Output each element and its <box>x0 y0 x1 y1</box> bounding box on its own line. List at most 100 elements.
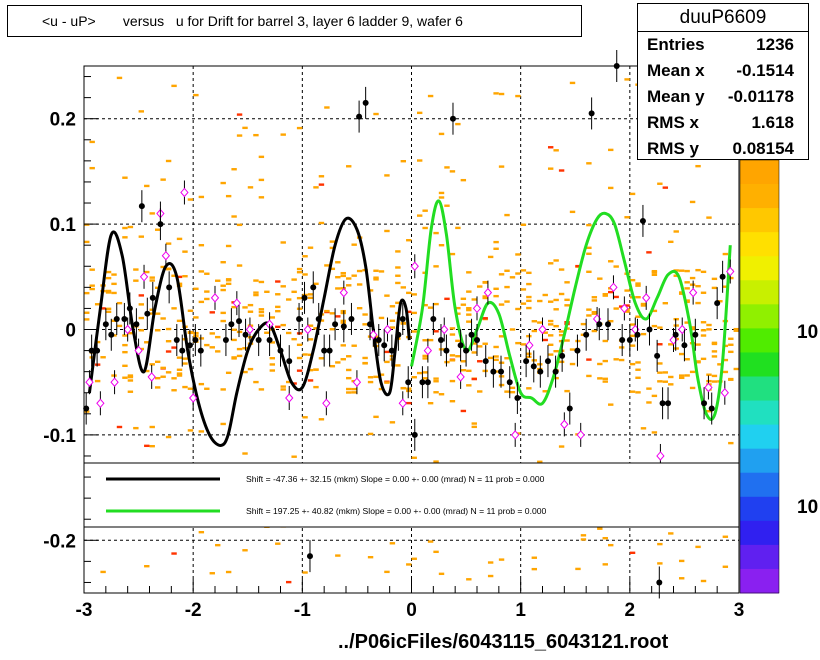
histogram-cell <box>657 362 663 365</box>
histogram-cell <box>154 360 161 363</box>
histogram-cell <box>493 345 499 349</box>
histogram-cell <box>433 302 439 306</box>
histogram-cell <box>318 175 325 178</box>
histogram-cell <box>209 346 215 349</box>
histogram-cell <box>575 339 581 343</box>
histogram-cell <box>154 286 161 289</box>
histogram-cell <box>389 421 396 424</box>
histogram-cell <box>122 226 128 230</box>
histogram-cell <box>149 363 155 366</box>
histogram-cell <box>373 269 379 272</box>
histogram-cell <box>673 347 679 350</box>
histogram-cell <box>89 268 95 271</box>
histogram-cell <box>700 321 707 324</box>
histogram-cell <box>406 563 412 566</box>
histogram-cell <box>416 371 423 375</box>
histogram-cell <box>269 316 276 319</box>
histogram-cell <box>558 360 565 364</box>
histogram-cell <box>236 113 243 116</box>
histogram-cell <box>275 325 281 329</box>
histogram-cell <box>493 355 499 358</box>
histogram-cell <box>433 330 439 333</box>
histogram-cell <box>389 319 396 322</box>
histogram-cell <box>94 340 101 344</box>
histogram-cell <box>165 371 172 374</box>
histogram-cell <box>198 270 205 273</box>
histogram-cell <box>176 275 183 279</box>
legend-box <box>83 462 740 528</box>
profile-point-black <box>514 395 521 402</box>
profile-point-magenta <box>560 419 569 430</box>
histogram-cell <box>537 363 543 366</box>
histogram-cell <box>269 369 276 372</box>
histogram-cell <box>487 574 494 578</box>
histogram-cell <box>657 542 663 546</box>
histogram-cell <box>225 371 232 375</box>
histogram-cell <box>220 319 226 323</box>
histogram-cell <box>231 328 237 331</box>
histogram-cell <box>285 298 292 301</box>
histogram-cell <box>515 307 521 311</box>
histogram-cell <box>187 198 194 201</box>
profile-point-magenta <box>398 398 407 409</box>
histogram-cell <box>733 329 739 332</box>
histogram-cell <box>335 275 341 279</box>
histogram-cell <box>215 543 221 547</box>
histogram-cell <box>433 460 439 463</box>
histogram-cell <box>722 535 729 538</box>
histogram-cell <box>629 192 636 196</box>
histogram-cell <box>695 284 701 288</box>
histogram-cell <box>285 380 292 384</box>
histogram-cell <box>678 291 685 294</box>
histogram-cell <box>253 293 259 297</box>
histogram-cell <box>526 352 532 355</box>
histogram-cell <box>504 269 510 272</box>
histogram-cell <box>471 425 477 429</box>
histogram-cell <box>526 387 532 390</box>
profile-point-black <box>192 337 199 344</box>
histogram-cell <box>640 332 647 336</box>
histogram-cell <box>635 391 641 394</box>
histogram-cell <box>580 538 587 541</box>
colorbar-step <box>740 448 779 474</box>
histogram-cell <box>591 312 598 315</box>
histogram-cell <box>722 285 729 288</box>
histogram-cell <box>356 283 363 286</box>
histogram-cell <box>689 370 696 374</box>
histogram-cell <box>700 334 707 337</box>
histogram-cell <box>204 290 210 293</box>
histogram-cell <box>657 562 663 565</box>
histogram-cell <box>302 255 308 258</box>
histogram-cell <box>651 324 658 328</box>
histogram-cell <box>449 354 456 357</box>
histogram-cell <box>493 294 499 298</box>
profile-point-black <box>83 405 90 412</box>
histogram-cell <box>482 369 488 373</box>
histogram-cell <box>291 278 297 281</box>
x-tick-label: -3 <box>76 600 93 621</box>
histogram-cell <box>105 310 112 314</box>
profile-point-magenta <box>210 293 220 303</box>
histogram-cell <box>198 430 205 433</box>
histogram-cell <box>629 323 636 326</box>
colorbar-step <box>740 208 779 233</box>
histogram-cell <box>706 373 712 376</box>
histogram-cell <box>307 379 314 382</box>
histogram-cell <box>586 374 592 378</box>
histogram-cell <box>531 320 538 323</box>
histogram-cell <box>629 344 636 347</box>
histogram-cell <box>537 321 543 324</box>
histogram-cell <box>433 377 439 380</box>
histogram-cell <box>700 270 707 274</box>
histogram-cell <box>149 212 155 215</box>
profile-point-magenta <box>322 398 331 409</box>
histogram-cell <box>122 334 128 337</box>
profile-point-black <box>286 358 293 365</box>
profile-point-magenta <box>369 330 378 340</box>
histogram-cell <box>225 570 232 574</box>
histogram-cell <box>520 343 527 346</box>
profile-point-black <box>367 321 374 328</box>
histogram-cell <box>100 356 106 359</box>
histogram-cell <box>515 253 521 256</box>
histogram-cell <box>258 314 265 317</box>
